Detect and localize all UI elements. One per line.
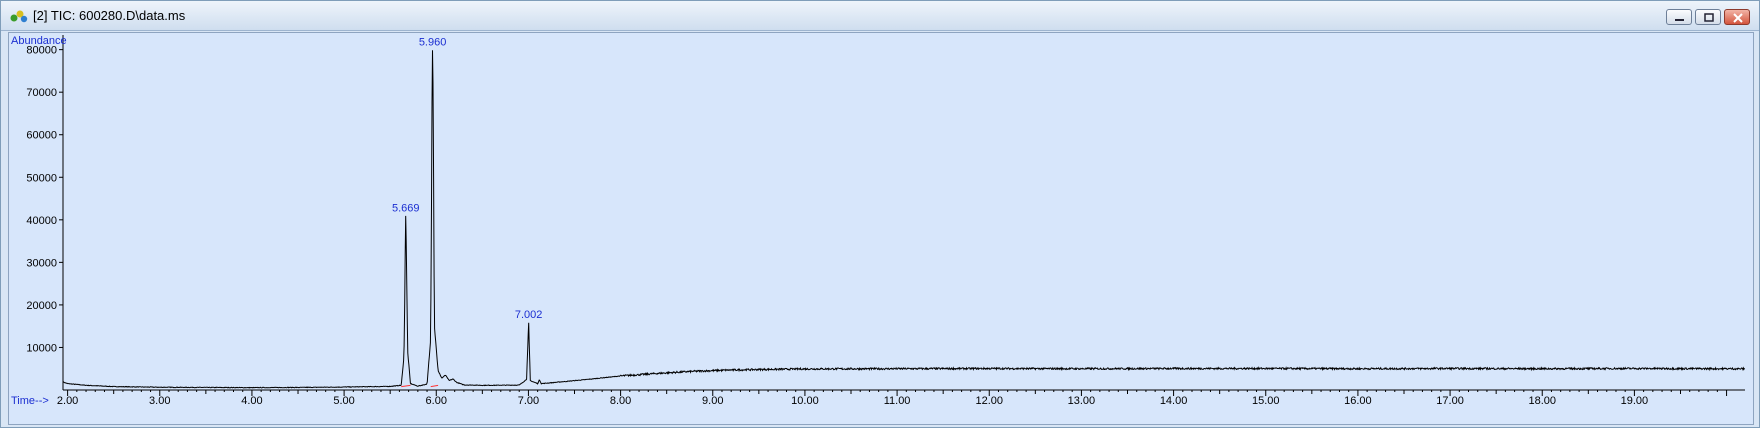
x-tick-label: 12.00 <box>975 395 1003 407</box>
y-tick-label: 10000 <box>26 342 57 354</box>
restore-button[interactable] <box>1695 9 1721 25</box>
chemstation-app-icon <box>10 10 28 23</box>
x-tick-label: 10.00 <box>791 395 819 407</box>
y-tick-label: 20000 <box>26 300 57 312</box>
restore-icon <box>1704 13 1714 22</box>
window-title: [2] TIC: 600280.D\data.ms <box>33 8 186 23</box>
title-bar[interactable]: [2] TIC: 600280.D\data.ms <box>1 1 1759 31</box>
x-tick-label: 8.00 <box>610 395 631 407</box>
x-tick-label: 14.00 <box>1160 395 1188 407</box>
y-tick-label: 30000 <box>26 257 57 269</box>
x-tick-label: 6.00 <box>426 395 447 407</box>
x-tick-label: 9.00 <box>702 395 723 407</box>
peak-label: 5.960 <box>419 37 447 49</box>
tic-trace-line <box>62 50 1745 389</box>
x-tick-label: 4.00 <box>241 395 262 407</box>
y-tick-label: 60000 <box>26 130 57 142</box>
minimize-button[interactable] <box>1666 9 1692 25</box>
x-axis-title: Time--> <box>11 395 49 407</box>
x-tick-label: 3.00 <box>149 395 170 407</box>
x-tick-label: 19.00 <box>1621 395 1649 407</box>
chromatogram-plot-area[interactable]: 10000 20000 30000 40000 50000 60000 70000 80000… <box>8 32 1754 425</box>
x-tick-label: 2.00 <box>57 395 78 407</box>
close-icon <box>1733 13 1743 23</box>
x-tick-label: 15.00 <box>1252 395 1280 407</box>
tic-chromatogram-chart: 10000 20000 30000 40000 50000 60000 70000 80000… <box>11 35 1745 407</box>
x-tick-label: 17.00 <box>1436 395 1464 407</box>
y-tick-label: 40000 <box>26 215 57 227</box>
integration-baseline <box>401 384 411 388</box>
close-button[interactable] <box>1724 9 1750 25</box>
x-tick-label: 7.00 <box>518 395 539 407</box>
y-tick-label: 80000 <box>26 45 57 57</box>
x-tick-label: 13.00 <box>1068 395 1096 407</box>
x-tick-label: 5.00 <box>333 395 354 407</box>
integration-baseline <box>430 384 439 388</box>
x-tick-label: 16.00 <box>1344 395 1372 407</box>
x-tick-label: 11.00 <box>884 395 911 407</box>
peak-label: 7.002 <box>515 309 543 321</box>
y-tick-label: 70000 <box>26 87 57 99</box>
peak-label: 5.669 <box>392 203 420 215</box>
x-tick-label: 18.00 <box>1528 395 1556 407</box>
y-tick-label: 50000 <box>26 172 57 184</box>
minimize-icon <box>1675 19 1684 21</box>
y-axis-title: Abundance <box>11 35 67 47</box>
